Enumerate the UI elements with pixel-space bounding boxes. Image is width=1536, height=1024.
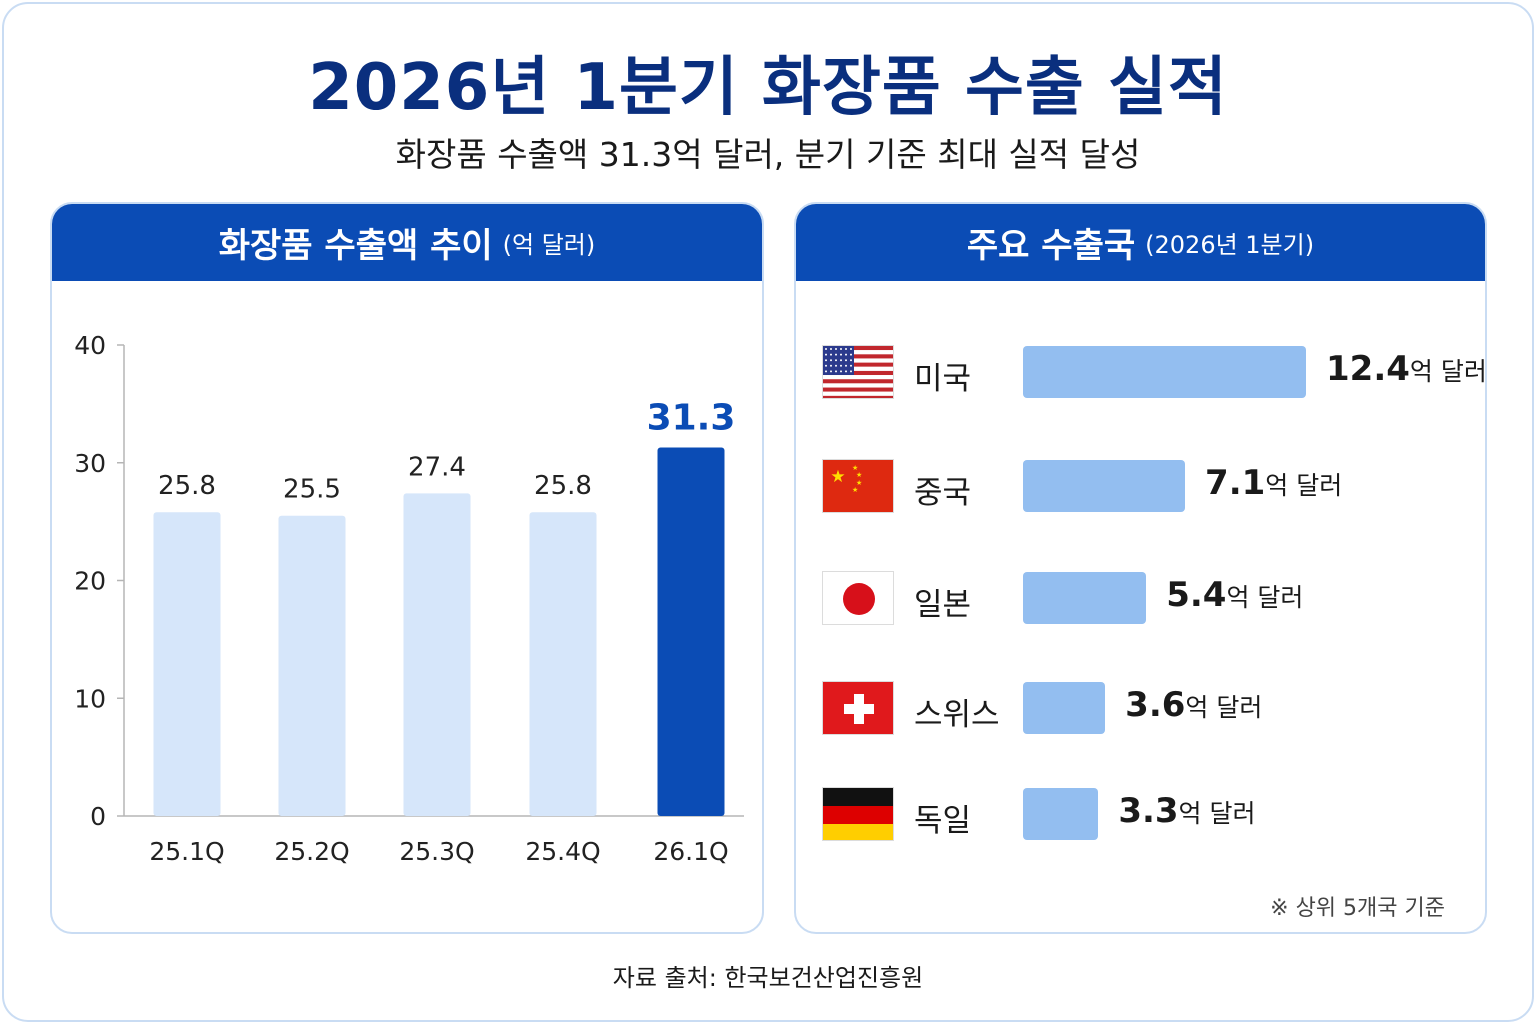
top-countries-header: 주요 수출국 (2026년 1분기): [796, 204, 1485, 281]
country-name: 중국: [914, 475, 972, 511]
country-bar: [1023, 572, 1147, 624]
bar-value-label: 31.3: [647, 397, 736, 438]
country-name: 스위스: [914, 697, 1000, 733]
top-countries-period: (2026년 1분기): [1145, 231, 1315, 259]
bar-26.1Q: [657, 447, 725, 816]
y-tick-label: 40: [74, 331, 106, 360]
x-tick-label: 25.3Q: [399, 837, 474, 866]
bar-25.3Q: [403, 493, 471, 816]
switzerland-flag-icon: [822, 681, 894, 735]
country-value-label: 5.4억 달러: [1166, 575, 1303, 615]
export-trend-chart: 0 10 20 30 40 25.8 25.1Q 25.5 25.2Q 27.4 25.3Q 25.8…: [74, 331, 744, 866]
x-tick-label: 26.1Q: [653, 837, 728, 866]
svg-text:★: ★: [852, 486, 858, 494]
bar-25.4Q: [529, 512, 597, 816]
country-name: 일본: [914, 587, 972, 623]
country-value-number: 5.4: [1166, 575, 1227, 615]
export-trend-unit: (억 달러): [502, 231, 596, 259]
svg-text:★: ★: [830, 467, 845, 487]
bar-value-label: 27.4: [408, 452, 466, 482]
export-trend-title: 화장품 수출액 추이: [218, 226, 493, 266]
y-tick-label: 30: [74, 449, 106, 478]
bar-25.1Q: [153, 512, 221, 816]
bar-value-label: 25.8: [158, 471, 216, 501]
bar-value-label: 25.8: [534, 471, 592, 501]
bar-value-label: 25.5: [283, 475, 341, 505]
china-flag-icon: ★ ★ ★ ★ ★: [822, 459, 894, 513]
country-value-number: 3.6: [1125, 685, 1186, 725]
top-countries-note: ※ 상위 5개국 기준: [1270, 896, 1445, 921]
x-tick-label: 25.1Q: [149, 837, 224, 866]
bar-25.2Q: [278, 515, 346, 816]
y-tick-label: 10: [74, 684, 106, 713]
svg-text:★: ★: [856, 479, 862, 487]
country-value-unit: 억 달러: [1178, 799, 1256, 828]
x-tick-label: 25.4Q: [525, 837, 600, 866]
country-name: 독일: [914, 803, 972, 839]
us-flag-icon: [822, 345, 894, 399]
y-tick-label: 0: [90, 802, 106, 831]
svg-text:★: ★: [852, 464, 858, 472]
x-tick-label: 25.2Q: [274, 837, 349, 866]
country-bar: [1023, 682, 1106, 734]
country-row: ★ ★ ★ ★ ★ 중국 7.1억 달러: [796, 454, 1485, 518]
top-countries-title: 주요 수출국: [966, 226, 1136, 266]
page-title: 2026년 1분기 화장품 수출 실적: [308, 51, 1228, 125]
country-value-number: 12.4: [1326, 349, 1410, 389]
country-value-number: 3.3: [1118, 791, 1179, 831]
page-subtitle: 화장품 수출액 31.3억 달러, 분기 기준 최대 실적 달성: [395, 135, 1141, 174]
country-value-label: 12.4억 달러: [1326, 349, 1487, 389]
country-value-number: 7.1: [1205, 463, 1266, 503]
country-bar: [1023, 346, 1306, 398]
country-value-unit: 억 달러: [1226, 583, 1304, 612]
data-source: 자료 출처: 한국보건산업진흥원: [612, 964, 924, 992]
country-bar: [1023, 460, 1186, 512]
country-value-unit: 억 달러: [1185, 693, 1263, 722]
top-countries-panel: 주요 수출국 (2026년 1분기) ※ 상위 5개국 기준 미국 12.4억 달…: [794, 202, 1487, 934]
country-value-label: 3.3억 달러: [1118, 791, 1255, 831]
country-row: 일본 5.4억 달러: [796, 566, 1485, 630]
country-row: 독일 3.3억 달러: [796, 782, 1485, 846]
country-value-unit: 억 달러: [1409, 357, 1487, 386]
y-tick-label: 20: [74, 567, 106, 596]
country-value-label: 3.6억 달러: [1125, 685, 1262, 725]
germany-flag-icon: [822, 787, 894, 841]
country-name: 미국: [914, 361, 972, 397]
country-row: 스위스 3.6억 달러: [796, 676, 1485, 740]
country-value-label: 7.1억 달러: [1205, 463, 1342, 503]
export-trend-header: 화장품 수출액 추이 (억 달러): [52, 204, 762, 281]
svg-text:★: ★: [856, 471, 862, 479]
country-bar: [1023, 788, 1099, 840]
country-row: 미국 12.4억 달러: [796, 340, 1487, 404]
japan-flag-icon: [822, 571, 894, 625]
country-value-unit: 억 달러: [1265, 471, 1343, 500]
